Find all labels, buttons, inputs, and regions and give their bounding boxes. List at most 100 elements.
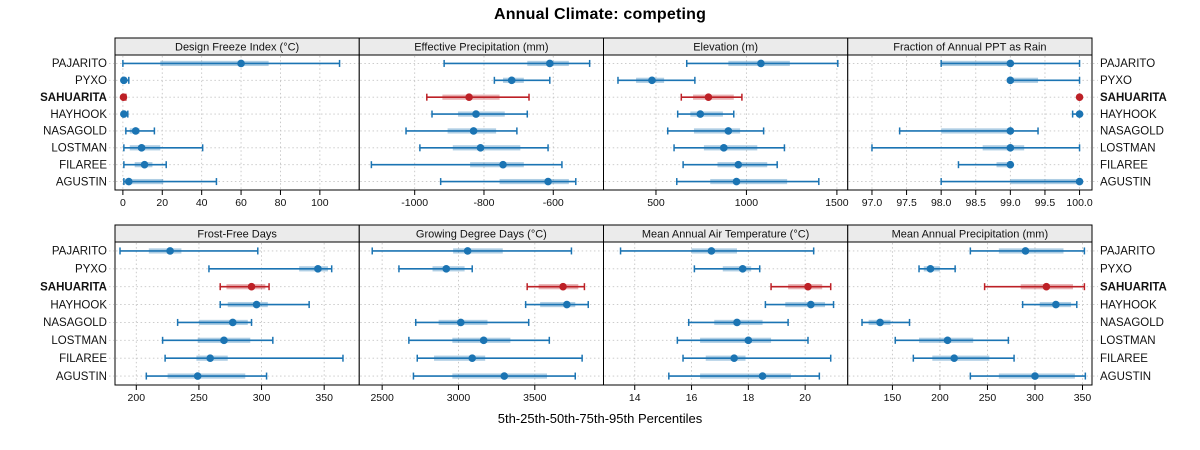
dot-p50 xyxy=(1006,160,1015,169)
dot-p50 xyxy=(648,76,656,85)
axis-tick-label: 0 xyxy=(120,197,126,209)
site-label-right-agustin: AGUSTIN xyxy=(1100,176,1151,188)
dot-p50 xyxy=(1006,144,1015,152)
strip-title-growing-degree-days-c: Growing Degree Days (°C) xyxy=(416,229,547,241)
site-label-left-sahuarita: SAHUARITA xyxy=(40,281,107,293)
dot-p50 xyxy=(500,372,509,380)
series-effective-precipitation-mm-pajarito xyxy=(443,59,591,68)
dot-p50 xyxy=(120,76,128,85)
axis-tick-label: 99.0 xyxy=(1000,197,1021,209)
site-label-left-lostman: LOSTMAN xyxy=(51,143,107,155)
series-design-freeze-index-c-hayhook xyxy=(120,110,129,118)
dot-p50 xyxy=(744,336,753,345)
dot-p50 xyxy=(193,372,202,380)
dot-p50 xyxy=(124,177,133,186)
axis-tick-label: 250 xyxy=(190,392,208,404)
strip-title-elevation-m: Elevation (m) xyxy=(693,42,758,54)
series-elevation-m-lostman xyxy=(673,144,786,152)
series-frost-free-days-pyxo xyxy=(208,265,333,273)
dot-p50 xyxy=(559,282,567,291)
series-growing-degree-days-c-agustin xyxy=(412,372,577,380)
dot-p50 xyxy=(696,110,705,118)
site-label-right-hayhook: HAYHOOK xyxy=(1100,299,1157,311)
dot-p50 xyxy=(1006,59,1015,68)
series-growing-degree-days-c-filaree xyxy=(416,354,583,362)
site-label-left-agustin: AGUSTIN xyxy=(56,176,107,188)
dot-p50 xyxy=(563,300,571,309)
series-frost-free-days-pajarito xyxy=(119,247,259,255)
dot-p50 xyxy=(720,144,728,152)
axis-tick-label: 97.0 xyxy=(862,197,883,209)
site-label-right-sahuarita: SAHUARITA xyxy=(1100,281,1167,293)
dot-p50 xyxy=(1075,177,1084,186)
dot-p50 xyxy=(544,177,552,186)
series-elevation-m-sahuarita xyxy=(680,93,743,101)
dot-p50 xyxy=(476,144,485,152)
site-label-right-sahuarita: SAHUARITA xyxy=(1100,92,1167,104)
dot-p50 xyxy=(469,127,478,135)
panel-frost-free-days xyxy=(114,241,360,386)
series-frost-free-days-sahuarita xyxy=(219,282,270,291)
dot-p50 xyxy=(804,282,812,291)
series-mean-annual-precipitation-mm-filaree xyxy=(912,354,1015,362)
series-elevation-m-nasagold xyxy=(666,127,765,135)
series-mean-annual-precipitation-mm-pyxo xyxy=(918,265,956,273)
series-effective-precipitation-mm-filaree xyxy=(370,160,563,169)
series-growing-degree-days-c-pyxo xyxy=(398,265,473,273)
site-label-right-pyxo: PYXO xyxy=(1100,75,1132,87)
axis-tick-label: 98.0 xyxy=(931,197,952,209)
dot-p50 xyxy=(724,127,733,135)
axis-tick-label: 300 xyxy=(1026,392,1044,404)
series-mean-annual-precipitation-mm-sahuarita xyxy=(983,282,1086,291)
series-elevation-m-hayhook xyxy=(676,110,735,118)
series-mean-annual-air-temperature-c-agustin xyxy=(668,372,821,380)
dot-p50 xyxy=(479,336,488,345)
dot-p50 xyxy=(499,160,507,169)
series-mean-annual-air-temperature-c-pyxo xyxy=(693,265,761,273)
dot-p50 xyxy=(732,177,741,186)
dot-p50 xyxy=(463,247,472,255)
axis-tick-label: -1000 xyxy=(401,197,428,209)
site-label-right-pajarito: PAJARITO xyxy=(1100,246,1155,258)
panel-design-freeze-index-c xyxy=(114,54,360,191)
site-label-left-hayhook: HAYHOOK xyxy=(50,299,107,311)
dot-p50 xyxy=(237,59,245,68)
site-label-right-filaree: FILAREE xyxy=(1100,353,1148,365)
axis-tick-label: 100 xyxy=(311,197,329,209)
chart-title: Annual Climate: competing xyxy=(493,6,707,23)
series-fraction-of-annual-ppt-as-rain-filaree xyxy=(957,160,1015,169)
dot-p50 xyxy=(545,59,554,68)
series-frost-free-days-nasagold xyxy=(176,318,253,327)
series-growing-degree-days-c-pajarito xyxy=(371,247,573,255)
dot-p50 xyxy=(314,265,322,273)
axis-tick-label: 250 xyxy=(979,392,997,404)
dot-p50 xyxy=(704,93,713,101)
dot-p50 xyxy=(707,247,716,255)
dot-p50 xyxy=(876,318,884,327)
site-label-right-hayhook: HAYHOOK xyxy=(1100,109,1157,121)
strip-title-frost-free-days: Frost-Free Days xyxy=(197,229,277,241)
series-growing-degree-days-c-hayhook xyxy=(524,300,589,309)
site-label-left-lostman: LOSTMAN xyxy=(51,335,107,347)
percentiles-caption: 5th-25th-50th-75th-95th Percentiles xyxy=(497,411,703,426)
strip-title-effective-precipitation-mm: Effective Precipitation (mm) xyxy=(414,42,548,54)
axis-tick-label: 98.5 xyxy=(966,197,987,209)
axis-tick-label: 200 xyxy=(128,392,146,404)
strip-title-fraction-of-annual-ppt-as-rain: Fraction of Annual PPT as Rain xyxy=(893,42,1046,54)
axis-tick-label: 20 xyxy=(799,392,811,404)
axis-tick-label: 18 xyxy=(743,392,755,404)
series-fraction-of-annual-ppt-as-rain-sahuarita xyxy=(1075,93,1084,101)
axis-tick-label: 40 xyxy=(196,197,208,209)
dot-p50 xyxy=(734,160,743,169)
site-label-right-nasagold: NASAGOLD xyxy=(1100,317,1164,329)
site-label-right-nasagold: NASAGOLD xyxy=(1100,126,1164,138)
series-fraction-of-annual-ppt-as-rain-pyxo xyxy=(1006,76,1081,85)
dot-p50 xyxy=(252,300,261,309)
series-fraction-of-annual-ppt-as-rain-lostman xyxy=(871,144,1081,152)
series-elevation-m-pajarito xyxy=(685,59,839,68)
dot-p50 xyxy=(468,354,477,362)
panel-effective-precipitation-mm xyxy=(358,54,604,191)
axis-tick-label: 14 xyxy=(629,392,641,404)
series-mean-annual-precipitation-mm-lostman xyxy=(894,336,1010,345)
